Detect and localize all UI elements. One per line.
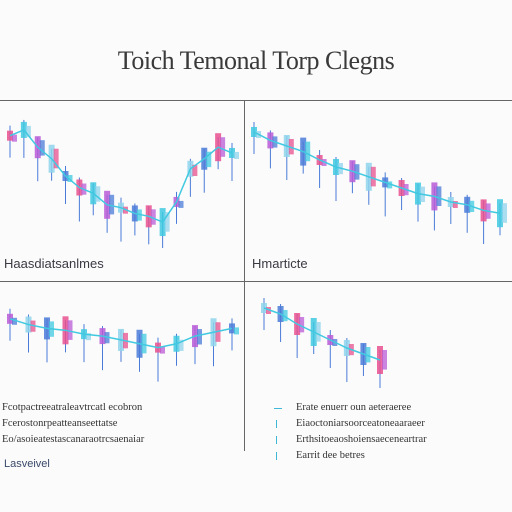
- series-line: [253, 131, 501, 214]
- series-line: [9, 129, 233, 224]
- candle-body: [160, 346, 165, 354]
- candle-body: [365, 347, 371, 363]
- candle-body: [39, 140, 45, 156]
- description-line: Fcotpactreeatraleavtrcatl ecobron: [2, 402, 143, 413]
- middle-divider: [0, 281, 512, 282]
- candle-body: [197, 329, 202, 345]
- candle-body: [178, 200, 184, 208]
- candle-body: [234, 151, 239, 159]
- candle-body: [67, 320, 73, 340]
- bullet-marker: [276, 436, 277, 444]
- candle-body: [53, 148, 59, 169]
- chart-panel-top-left: [7, 119, 239, 248]
- candle-body: [150, 209, 156, 225]
- panel-label-top-left: Haasdiatsanlmes: [4, 256, 104, 271]
- candle-body: [502, 203, 507, 223]
- candle-body: [288, 139, 294, 155]
- candle-body: [229, 323, 235, 334]
- candle-body: [305, 141, 311, 162]
- candle-body: [266, 307, 271, 314]
- candle-body: [234, 327, 239, 335]
- series-line: [263, 307, 381, 361]
- footer-caption: Lasveivel: [4, 458, 50, 470]
- panel-label-top-right: Hmarticte: [252, 256, 308, 271]
- candle-body: [164, 212, 170, 232]
- candle-body: [436, 186, 442, 206]
- center-divider: [244, 100, 245, 281]
- bullet-marker: [274, 408, 282, 409]
- description-line: Erate enuerr oun aeteraeree: [296, 402, 412, 413]
- candle-body: [7, 313, 13, 324]
- candle-body: [282, 310, 288, 322]
- candle-body: [141, 333, 147, 354]
- candle-body: [109, 194, 115, 215]
- top-divider: [0, 100, 512, 101]
- candle-body: [12, 317, 17, 325]
- chart-panel-bottom-left: [7, 308, 239, 382]
- center-divider-lower: [244, 281, 245, 451]
- series-line: [9, 318, 233, 349]
- candle-body: [67, 175, 73, 182]
- chart-panel-bottom-right: [261, 298, 387, 388]
- candle-body: [220, 137, 226, 157]
- candle-body: [315, 322, 321, 342]
- candle-body: [86, 333, 91, 341]
- candle-body: [12, 134, 17, 142]
- description-line: Fcerostonrpeatteanseettatse: [2, 418, 118, 429]
- bullet-marker: [276, 420, 277, 428]
- candle-body: [178, 339, 184, 351]
- candle-body: [192, 164, 198, 176]
- description-line: Earrit dee betres: [296, 450, 365, 461]
- candle-body: [95, 186, 101, 202]
- description-line: Eo/asoieatestascanaraotrcsaenaiar: [2, 434, 145, 445]
- description-line: Eiaoctoniarsoorceatoneaaraeer: [296, 418, 425, 429]
- chart-panel-top-right: [251, 122, 507, 244]
- candle-body: [206, 151, 212, 168]
- candle-body: [387, 181, 393, 189]
- candle-body: [25, 125, 31, 138]
- candle-body: [299, 317, 305, 333]
- description-line: Erthsitoeaoshoiensaeceneartrar: [296, 434, 427, 445]
- candle-body: [370, 166, 376, 187]
- candle-body: [452, 201, 458, 208]
- candle-body: [382, 350, 387, 370]
- bullet-marker: [276, 452, 277, 460]
- chart-title: Toich Temonal Torp Clegns: [117, 46, 395, 75]
- candle-body: [354, 164, 360, 180]
